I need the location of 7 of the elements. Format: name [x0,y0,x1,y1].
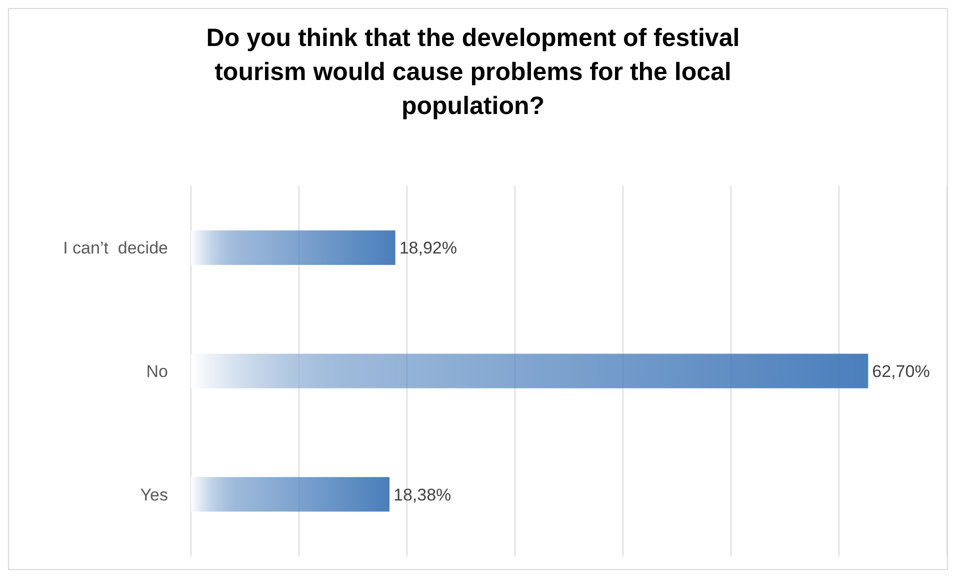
data-label: 62,70% [872,362,930,381]
y-tick-label: No [146,362,168,381]
chart-title: Do you think that the development of festival tourism would cause problems for the local population? [206,24,740,120]
y-tick-label: I can’t decide [63,238,168,258]
data-label: 18,38% [394,485,452,504]
data-label: 18,92% [399,238,458,258]
y-tick-label: Yes [140,485,168,504]
